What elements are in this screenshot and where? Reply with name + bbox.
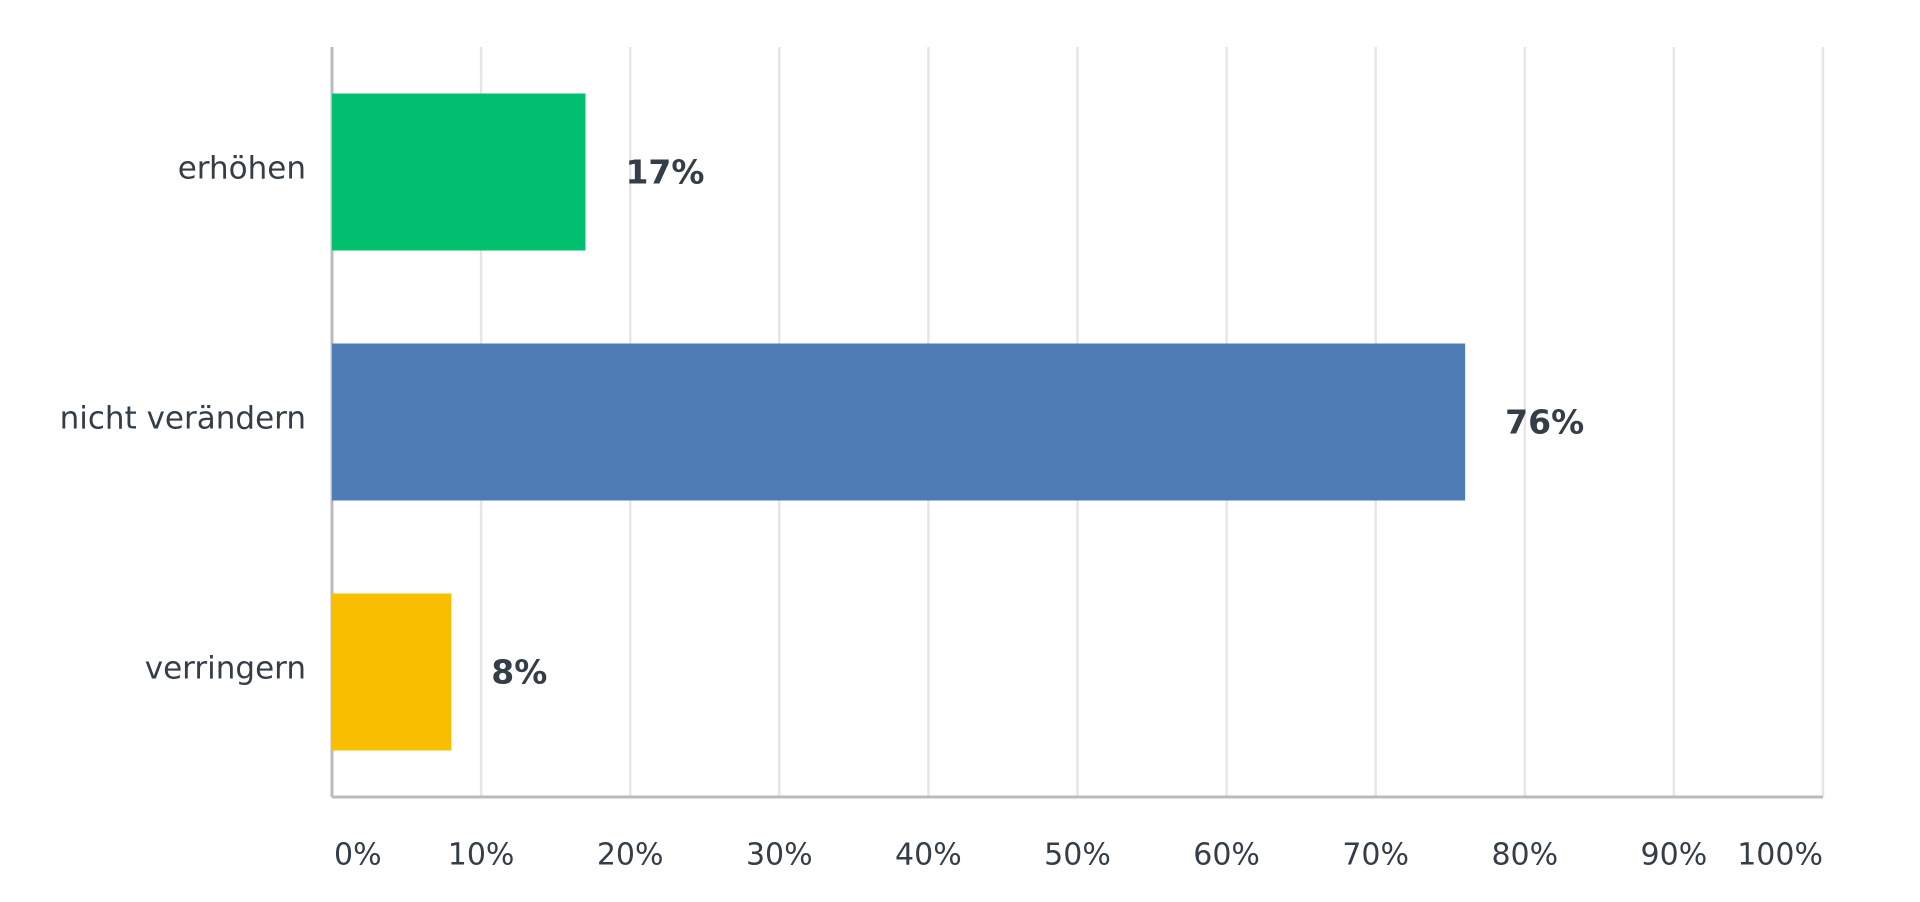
x-tick-label: 0% [334,838,382,873]
x-tick-label: 80% [1491,838,1558,873]
x-tick-label: 30% [746,838,813,873]
x-tick-label: 40% [895,838,962,873]
x-tick-label: 50% [1044,838,1111,873]
x-tick-label: 60% [1193,838,1260,873]
x-tick-label: 70% [1342,838,1409,873]
category-label: erhöhen [178,151,306,187]
x-tick-label: 90% [1641,838,1708,873]
bar [332,343,1466,501]
bar [332,593,452,751]
value-label: 17% [625,153,704,192]
value-label: 8% [491,653,547,692]
x-tick-label: 20% [597,838,664,873]
x-tick-label: 100% [1737,838,1823,873]
category-label: nicht verändern [60,401,306,437]
x-tick-label: 10% [448,838,515,873]
value-label: 76% [1505,403,1584,442]
category-label: verringern [145,651,306,687]
bar [332,93,586,251]
